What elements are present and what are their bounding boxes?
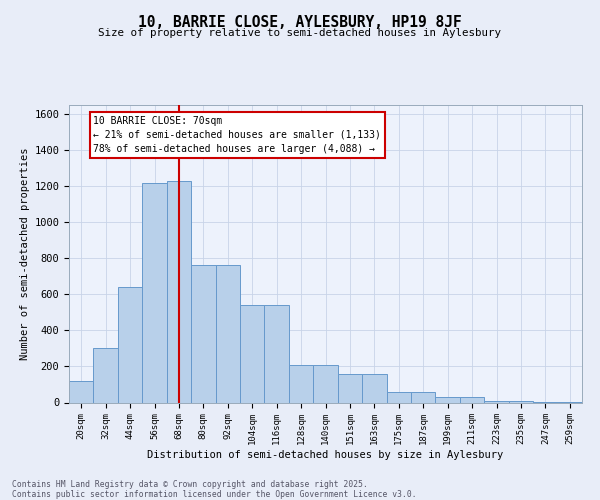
Bar [69, 381, 94, 402]
Bar [142, 182, 167, 402]
Bar [289, 364, 313, 403]
Bar [265, 305, 289, 402]
Bar [362, 374, 386, 402]
Bar [386, 392, 411, 402]
Text: Contains HM Land Registry data © Crown copyright and database right 2025.
Contai: Contains HM Land Registry data © Crown c… [12, 480, 416, 499]
Text: Size of property relative to semi-detached houses in Aylesbury: Size of property relative to semi-detach… [98, 28, 502, 38]
Bar [436, 397, 460, 402]
Bar [338, 374, 362, 402]
Text: 10, BARRIE CLOSE, AYLESBURY, HP19 8JF: 10, BARRIE CLOSE, AYLESBURY, HP19 8JF [138, 15, 462, 30]
Y-axis label: Number of semi-detached properties: Number of semi-detached properties [20, 148, 30, 360]
Bar [191, 266, 215, 402]
Bar [94, 348, 118, 403]
Bar [460, 397, 484, 402]
Bar [215, 266, 240, 402]
Bar [240, 305, 265, 402]
X-axis label: Distribution of semi-detached houses by size in Aylesbury: Distribution of semi-detached houses by … [148, 450, 503, 460]
Bar [118, 287, 142, 403]
Text: 10 BARRIE CLOSE: 70sqm
← 21% of semi-detached houses are smaller (1,133)
78% of : 10 BARRIE CLOSE: 70sqm ← 21% of semi-det… [94, 116, 382, 154]
Bar [313, 364, 338, 403]
Bar [509, 400, 533, 402]
Bar [411, 392, 436, 402]
Bar [484, 400, 509, 402]
Bar [167, 180, 191, 402]
